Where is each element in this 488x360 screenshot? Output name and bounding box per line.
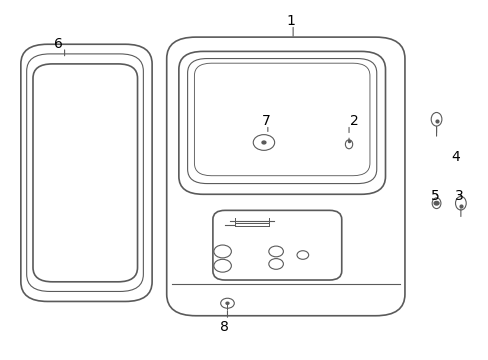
Text: 1: 1 [285, 14, 295, 28]
Text: 7: 7 [262, 114, 270, 128]
Text: 3: 3 [454, 189, 463, 203]
Text: 2: 2 [349, 114, 358, 128]
Text: 4: 4 [451, 150, 459, 164]
Text: 6: 6 [54, 37, 63, 51]
Text: 8: 8 [219, 320, 228, 334]
Circle shape [433, 202, 438, 205]
Circle shape [225, 302, 228, 304]
Text: 5: 5 [430, 189, 439, 203]
Circle shape [262, 141, 265, 144]
